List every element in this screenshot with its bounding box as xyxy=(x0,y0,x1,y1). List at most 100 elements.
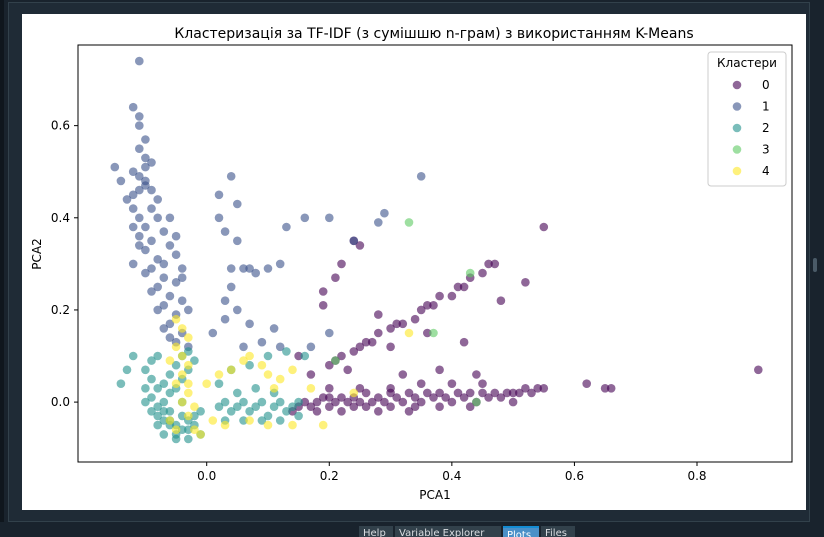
cluster-4-point xyxy=(165,356,175,365)
cluster-1-point xyxy=(374,218,383,227)
cluster-0-point xyxy=(300,397,310,407)
cluster-1-point xyxy=(239,264,248,273)
cluster-0-point xyxy=(472,370,481,379)
cluster-0-point xyxy=(447,379,457,389)
cluster-0-point xyxy=(386,384,395,393)
cluster-0-point xyxy=(325,384,334,393)
legend-label: 1 xyxy=(762,100,770,114)
cluster-2-point xyxy=(153,351,162,361)
cluster-1-point xyxy=(226,282,236,292)
cluster-0-point xyxy=(435,388,444,398)
cluster-4-point xyxy=(177,351,187,361)
cluster-4-point xyxy=(165,416,175,425)
cluster-0-point xyxy=(349,402,359,412)
cluster-1-point xyxy=(141,162,150,172)
x-tick-label: 0.4 xyxy=(442,469,461,483)
cluster-4-point xyxy=(288,420,297,430)
cluster-0-point xyxy=(343,365,353,375)
cluster-1-point xyxy=(135,213,144,223)
cluster-4-point xyxy=(171,342,181,352)
legend-label: 2 xyxy=(762,121,770,135)
cluster-1-point xyxy=(153,213,162,223)
cluster-1-point xyxy=(325,213,334,223)
y-tick-label: 0.6 xyxy=(51,119,70,133)
cluster-0-point xyxy=(355,241,365,250)
cluster-0-point xyxy=(386,342,395,352)
cluster-2-point xyxy=(141,397,150,407)
plot-figure: Кластеризація за TF-IDF (з сумішшю n-гра… xyxy=(22,14,806,510)
cluster-1-point xyxy=(171,278,181,287)
cluster-1-point xyxy=(141,176,150,186)
cluster-4-point xyxy=(171,379,181,389)
x-tick-label: 0.0 xyxy=(197,469,216,483)
cluster-0-point xyxy=(410,314,420,324)
cluster-0-point xyxy=(355,397,365,407)
cluster-0-point xyxy=(355,342,365,352)
cluster-2-point xyxy=(263,411,273,421)
tab-help[interactable]: Help xyxy=(359,526,393,537)
cluster-4-point xyxy=(349,388,359,398)
cluster-1-point xyxy=(147,236,156,246)
cluster-1-point xyxy=(147,185,156,195)
cluster-2-point xyxy=(184,434,193,444)
cluster-0-point xyxy=(521,278,530,287)
cluster-2-point xyxy=(177,425,187,435)
x-tick-label: 0.8 xyxy=(687,469,706,483)
cluster-1-point xyxy=(128,167,138,176)
cluster-0-point xyxy=(325,402,334,412)
cluster-4-point xyxy=(257,360,267,370)
cluster-2-point xyxy=(263,351,273,361)
cluster-4-point xyxy=(184,360,193,370)
cluster-1-point xyxy=(177,264,187,273)
cluster-0-point xyxy=(416,397,426,407)
cluster-2-point xyxy=(141,384,150,393)
cluster-1-point xyxy=(263,264,273,273)
cluster-0-point xyxy=(416,305,426,315)
cluster-2-point xyxy=(165,407,175,416)
pane-resize-handle[interactable] xyxy=(813,258,817,272)
cluster-2-point xyxy=(190,411,199,421)
cluster-1-point xyxy=(233,236,242,246)
cluster-0-point xyxy=(606,384,616,393)
tab-variable-explorer[interactable]: Variable Explorer xyxy=(395,526,501,537)
cluster-0-point xyxy=(490,388,500,398)
cluster-4-point xyxy=(404,328,414,338)
legend-title: Кластери xyxy=(717,56,777,70)
cluster-0-point xyxy=(496,296,506,306)
cluster-3-point xyxy=(465,268,475,278)
cluster-1-point xyxy=(159,259,169,269)
cluster-4-point xyxy=(245,416,254,425)
cluster-1-point xyxy=(153,255,162,264)
cluster-2-point xyxy=(165,388,175,398)
cluster-1-point xyxy=(128,102,138,112)
cluster-0-point xyxy=(392,319,402,329)
cluster-1-point xyxy=(116,176,126,186)
cluster-0-point xyxy=(465,388,475,398)
cluster-0-point xyxy=(337,351,346,361)
tab-files[interactable]: Files xyxy=(541,526,575,537)
cluster-2-point xyxy=(294,411,303,421)
chart-title: Кластеризація за TF-IDF (з сумішшю n-гра… xyxy=(174,26,693,42)
cluster-3-point xyxy=(331,356,340,365)
cluster-0-point xyxy=(410,393,420,402)
cluster-0-point xyxy=(392,393,402,402)
cluster-0-point xyxy=(374,393,383,402)
cluster-0-point xyxy=(312,397,322,407)
cluster-3-point xyxy=(472,397,481,407)
cluster-0-point xyxy=(361,388,371,398)
legend-marker xyxy=(732,145,742,154)
cluster-2-point xyxy=(214,402,224,412)
cluster-1-point xyxy=(128,222,138,232)
cluster-2-point xyxy=(147,374,156,384)
cluster-1-point xyxy=(135,121,144,130)
cluster-1-point xyxy=(226,264,236,273)
cluster-0-point xyxy=(374,328,383,338)
cluster-1-point xyxy=(245,264,254,273)
cluster-1-point xyxy=(122,195,132,204)
cluster-1-point xyxy=(159,227,169,236)
cluster-0-point xyxy=(496,393,506,402)
tab-plots[interactable]: Plots xyxy=(503,526,539,537)
cluster-0-point xyxy=(386,324,395,333)
cluster-0-point xyxy=(337,393,346,402)
cluster-2-point xyxy=(147,356,156,365)
